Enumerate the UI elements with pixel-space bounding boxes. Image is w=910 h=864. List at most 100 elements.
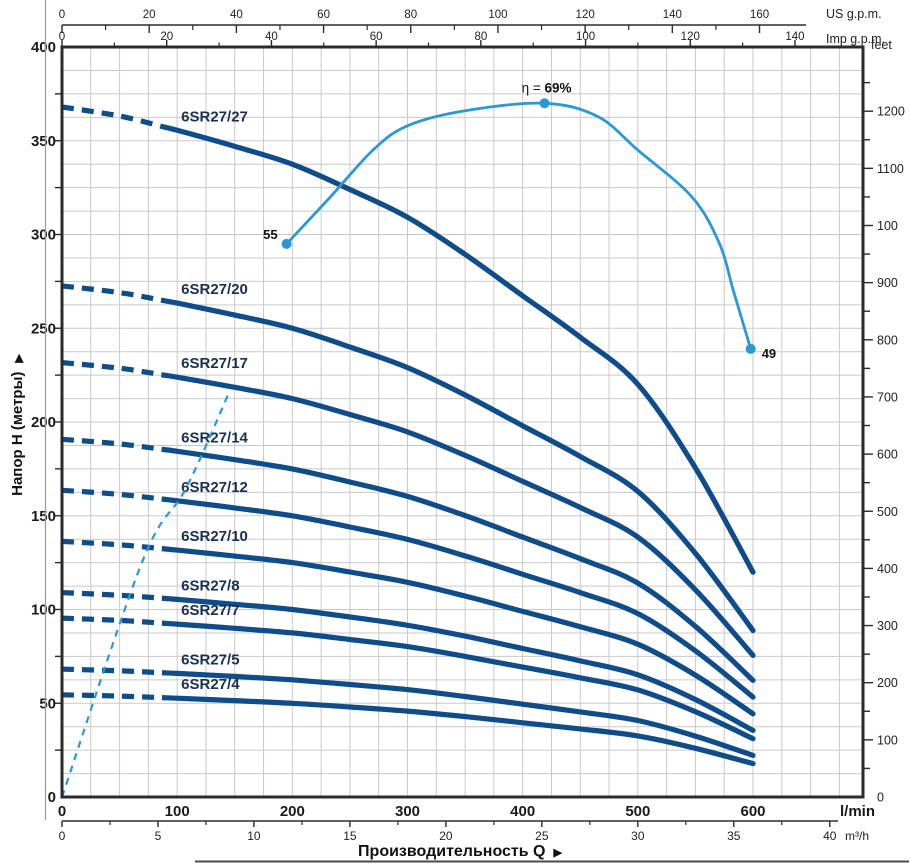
imp-gpm-tick-label: 60: [370, 31, 383, 43]
pump-curves: 6SR27/27 6SR27/20 6SR27/17 6SR27/14 6SR27/12…: [61, 104, 756, 767]
axis-top-imp-gpm: 0 20 40 60 80 100 120 140 Imp g.p.m.: [59, 31, 885, 46]
curve-dashed-segment: [61, 487, 167, 503]
us-gpm-tick-label: 40: [230, 9, 243, 21]
curve-solid-segment: [163, 670, 756, 758]
us-gpm-tick-label: 140: [663, 9, 682, 21]
feet-tick-label: 700: [877, 390, 898, 404]
meters-tick-label: 400: [31, 39, 56, 56]
feet-tick-label: 400: [877, 562, 898, 576]
lmin-tick-label: 300: [395, 803, 420, 820]
axis-right-feet: 0 100 200 300 400 500 600 700 800 900 100 1100 1200 f…: [864, 38, 905, 805]
curve-label: 6SR27/5: [181, 651, 239, 668]
curve-solid-segment: [163, 496, 756, 700]
meters-tick-label: 150: [31, 508, 56, 525]
us-gpm-tick-label: 80: [404, 9, 417, 21]
efficiency-point-dot: [281, 238, 292, 249]
feet-tick-label: 0: [877, 791, 884, 805]
lmin-tick-label: 500: [625, 803, 650, 820]
x-axis-title: Производительность Q ▶: [358, 843, 562, 860]
efficiency-value-label: 55: [263, 227, 277, 242]
m3h-unit-label: m³/h: [845, 829, 869, 843]
us-gpm-tick-label: 100: [488, 9, 507, 21]
curve-solid-segment: [163, 546, 756, 717]
curve-label: 6SR27/4: [181, 676, 240, 693]
efficiency-point-dot: [539, 98, 550, 109]
m3h-tick-label: 25: [535, 829, 549, 843]
meters-tick-label: 350: [31, 133, 56, 150]
bottom-title: Производительность Q ▶: [358, 843, 562, 860]
curve-dashed-segment: [61, 436, 167, 453]
feet-tick-label: 200: [877, 676, 898, 690]
m3h-tick-label: 20: [439, 829, 453, 843]
left-axis-title: Напор H (метры) ▶: [9, 354, 26, 496]
curve-label: 6SR27/10: [181, 528, 248, 545]
us-gpm-tick-label: 0: [59, 9, 65, 21]
curve-dashed-segment: [61, 283, 167, 304]
efficiency-curve: 55 η = 69% 49: [60, 80, 776, 798]
curve-label: 6SR27/27: [181, 108, 248, 125]
curve-label: 6SR27/14: [181, 429, 248, 446]
efficiency-value-label: 49: [762, 346, 776, 361]
imp-gpm-tick-label: 140: [785, 31, 804, 43]
imp-gpm-tick-label: 80: [474, 31, 487, 43]
m3h-tick-label: 30: [631, 829, 645, 843]
pump-curve-6SR27-12: 6SR27/12: [61, 479, 756, 700]
feet-tick-label: 900: [877, 276, 898, 290]
pump-curve-6SR27-14: 6SR27/14: [61, 429, 756, 683]
feet-tick-label: 600: [877, 448, 898, 462]
efficiency-solid-segment: [285, 101, 753, 350]
axis-top-us-gpm: 0 20 40 60 80 100 120 140 160 US g.p.m.: [59, 7, 882, 33]
curve-solid-segment: [163, 124, 756, 575]
curve-dashed-segment: [61, 360, 167, 378]
imp-gpm-unit-label: Imp g.p.m.: [826, 32, 885, 46]
feet-tick-label: 500: [877, 505, 898, 519]
us-gpm-tick-label: 160: [750, 9, 769, 21]
imp-gpm-tick-label: 120: [681, 31, 700, 43]
lmin-unit-label: l/min: [840, 803, 875, 820]
imp-gpm-tick-label: 100: [576, 31, 595, 43]
pump-curve-6SR27-10: 6SR27/10: [61, 528, 756, 717]
curve-solid-segment: [163, 595, 756, 733]
curve-label: 6SR27/17: [181, 355, 248, 372]
m3h-tick-label: 35: [727, 829, 741, 843]
m3h-tick-label: 15: [343, 829, 357, 843]
curve-solid-segment: [163, 372, 756, 658]
m3h-tick-label: 0: [59, 829, 66, 843]
plot-border: [60, 45, 865, 799]
curve-dashed-segment: [61, 666, 166, 676]
pump-curve-6SR27-27: 6SR27/27: [61, 104, 756, 575]
lmin-tick-label: 200: [280, 803, 305, 820]
feet-tick-label: 300: [877, 619, 898, 633]
curve-solid-segment: [163, 695, 756, 767]
us-gpm-unit-label: US g.p.m.: [826, 7, 882, 21]
efficiency-peak-label: η = 69%: [522, 80, 572, 95]
efficiency-point-dot: [745, 343, 756, 354]
pump-curve-6SR27-17: 6SR27/17: [61, 355, 756, 658]
pump-curve-6SR27-4: 6SR27/4: [61, 676, 756, 767]
meters-tick-label: 250: [31, 320, 56, 337]
pump-curve-6SR27-7: 6SR27/7: [61, 602, 756, 742]
meters-tick-label: 300: [31, 227, 56, 244]
lmin-tick-label: 100: [165, 803, 190, 820]
curve-solid-segment: [163, 298, 756, 634]
pump-curve-6SR27-8: 6SR27/8: [61, 577, 756, 733]
curve-label: 6SR27/8: [181, 577, 239, 594]
curve-dashed-segment: [61, 692, 166, 701]
lmin-tick-label: 0: [58, 803, 66, 820]
feet-tick-label: 800: [877, 333, 898, 347]
curve-label: 6SR27/7: [181, 602, 239, 619]
meters-tick-label: 0: [48, 789, 56, 806]
m3h-tick-label: 5: [155, 829, 162, 843]
axis-left-meters: 0 50 100 150 200 250 300 350 400 Напор H (метры) …: [9, 39, 61, 806]
feet-tick-label: 1100: [877, 162, 904, 176]
curve-dashed-segment: [61, 615, 166, 626]
axis-bottom-lmin: 0 100 200 300 400 500 600 l/min: [58, 803, 875, 820]
lmin-tick-label: 600: [740, 803, 765, 820]
pump-curve-6SR27-5: 6SR27/5: [61, 651, 756, 758]
us-gpm-tick-label: 120: [576, 9, 595, 21]
us-gpm-tick-label: 20: [143, 9, 156, 21]
feet-tick-label: 100: [877, 219, 898, 233]
m3h-tick-label: 40: [823, 829, 837, 843]
